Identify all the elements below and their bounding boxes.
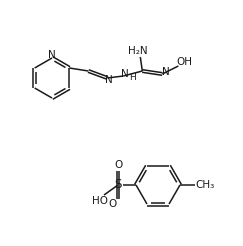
- Text: N: N: [48, 50, 56, 60]
- Text: N: N: [105, 75, 113, 85]
- Text: HO: HO: [92, 196, 108, 206]
- Text: OH: OH: [176, 57, 192, 67]
- Text: O: O: [108, 199, 116, 209]
- Text: O: O: [114, 160, 122, 170]
- Text: CH₃: CH₃: [195, 180, 215, 190]
- Text: H₂N: H₂N: [128, 46, 147, 56]
- Text: N: N: [122, 69, 129, 79]
- Text: S: S: [114, 179, 122, 191]
- Text: N: N: [163, 67, 170, 77]
- Text: H: H: [129, 74, 136, 82]
